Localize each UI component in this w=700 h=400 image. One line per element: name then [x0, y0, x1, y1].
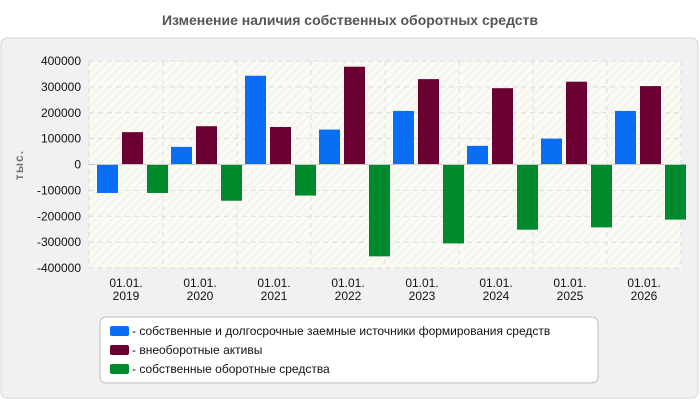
- x-tick-label: 01.01.: [331, 276, 364, 290]
- bar-3-3: [295, 164, 316, 196]
- bar-3-5: [443, 164, 464, 244]
- bar-3-6: [517, 164, 538, 230]
- legend-label: - собственные оборотные средства: [132, 362, 330, 376]
- y-tick-label: 400000: [41, 54, 81, 68]
- legend: - собственные и долгосрочные заемные ист…: [110, 324, 550, 376]
- y-tick-label: 300000: [41, 80, 81, 94]
- bar-2-5: [418, 79, 439, 165]
- y-tick-label: 100000: [41, 132, 81, 146]
- bar-1-7: [541, 138, 562, 165]
- bar-1-1: [97, 164, 118, 193]
- x-tick-label: 2019: [113, 289, 140, 303]
- chart-title: Изменение наличия собственных оборотных …: [162, 12, 538, 28]
- bars: [97, 66, 686, 257]
- y-axis-label: тыс.: [12, 150, 26, 180]
- x-tick-label: 2025: [557, 289, 584, 303]
- x-tick-label: 01.01.: [479, 276, 512, 290]
- y-tick-label: -400000: [37, 261, 81, 275]
- legend-box: [99, 316, 599, 384]
- x-tick-label: 01.01.: [183, 276, 216, 290]
- x-tick-label: 01.01.: [109, 276, 142, 290]
- x-tick-labels: 01.01.201901.01.202001.01.202101.01.2022…: [109, 276, 660, 303]
- x-tick-label: 2020: [187, 289, 214, 303]
- bar-2-1: [122, 132, 143, 165]
- y-tick-label: -100000: [37, 183, 81, 197]
- x-tick-label: 2022: [335, 289, 362, 303]
- bar-1-2: [171, 146, 192, 165]
- y-tick-label: 200000: [41, 106, 81, 120]
- y-tick-label: 0: [74, 158, 81, 172]
- bar-1-8: [615, 110, 636, 165]
- bar-2-2: [196, 126, 217, 165]
- y-tick-label: -300000: [37, 235, 81, 249]
- bar-1-6: [467, 145, 488, 165]
- legend-swatch: [110, 326, 129, 336]
- bar-3-4: [369, 164, 390, 257]
- legend-swatch: [110, 364, 129, 374]
- legend-label: - внеоборотные активы: [132, 343, 262, 357]
- bar-3-7: [591, 164, 612, 228]
- bar-3-1: [147, 164, 168, 193]
- bar-2-4: [344, 66, 365, 165]
- bar-2-8: [640, 86, 661, 165]
- bar-3-8: [665, 164, 686, 220]
- x-tick-label: 2021: [261, 289, 288, 303]
- bar-1-4: [319, 129, 340, 165]
- x-tick-label: 2023: [409, 289, 436, 303]
- x-tick-label: 2024: [483, 289, 510, 303]
- x-tick-label: 01.01.: [627, 276, 660, 290]
- bar-2-3: [270, 126, 291, 165]
- bar-1-3: [245, 75, 266, 165]
- y-tick-labels: 400000 300000 200000 100000 0 -100000 -200000 -…: [37, 54, 81, 275]
- legend-swatch: [110, 345, 129, 355]
- x-tick-label: 2026: [631, 289, 658, 303]
- x-tick-label: 01.01.: [405, 276, 438, 290]
- legend-label: - собственные и долгосрочные заемные ист…: [132, 324, 550, 338]
- bar-1-5: [393, 110, 414, 165]
- x-tick-label: 01.01.: [257, 276, 290, 290]
- bar-2-7: [566, 81, 587, 165]
- x-tick-label: 01.01.: [553, 276, 586, 290]
- bar-3-2: [221, 164, 242, 201]
- y-tick-label: -200000: [37, 209, 81, 223]
- bar-2-6: [492, 88, 513, 165]
